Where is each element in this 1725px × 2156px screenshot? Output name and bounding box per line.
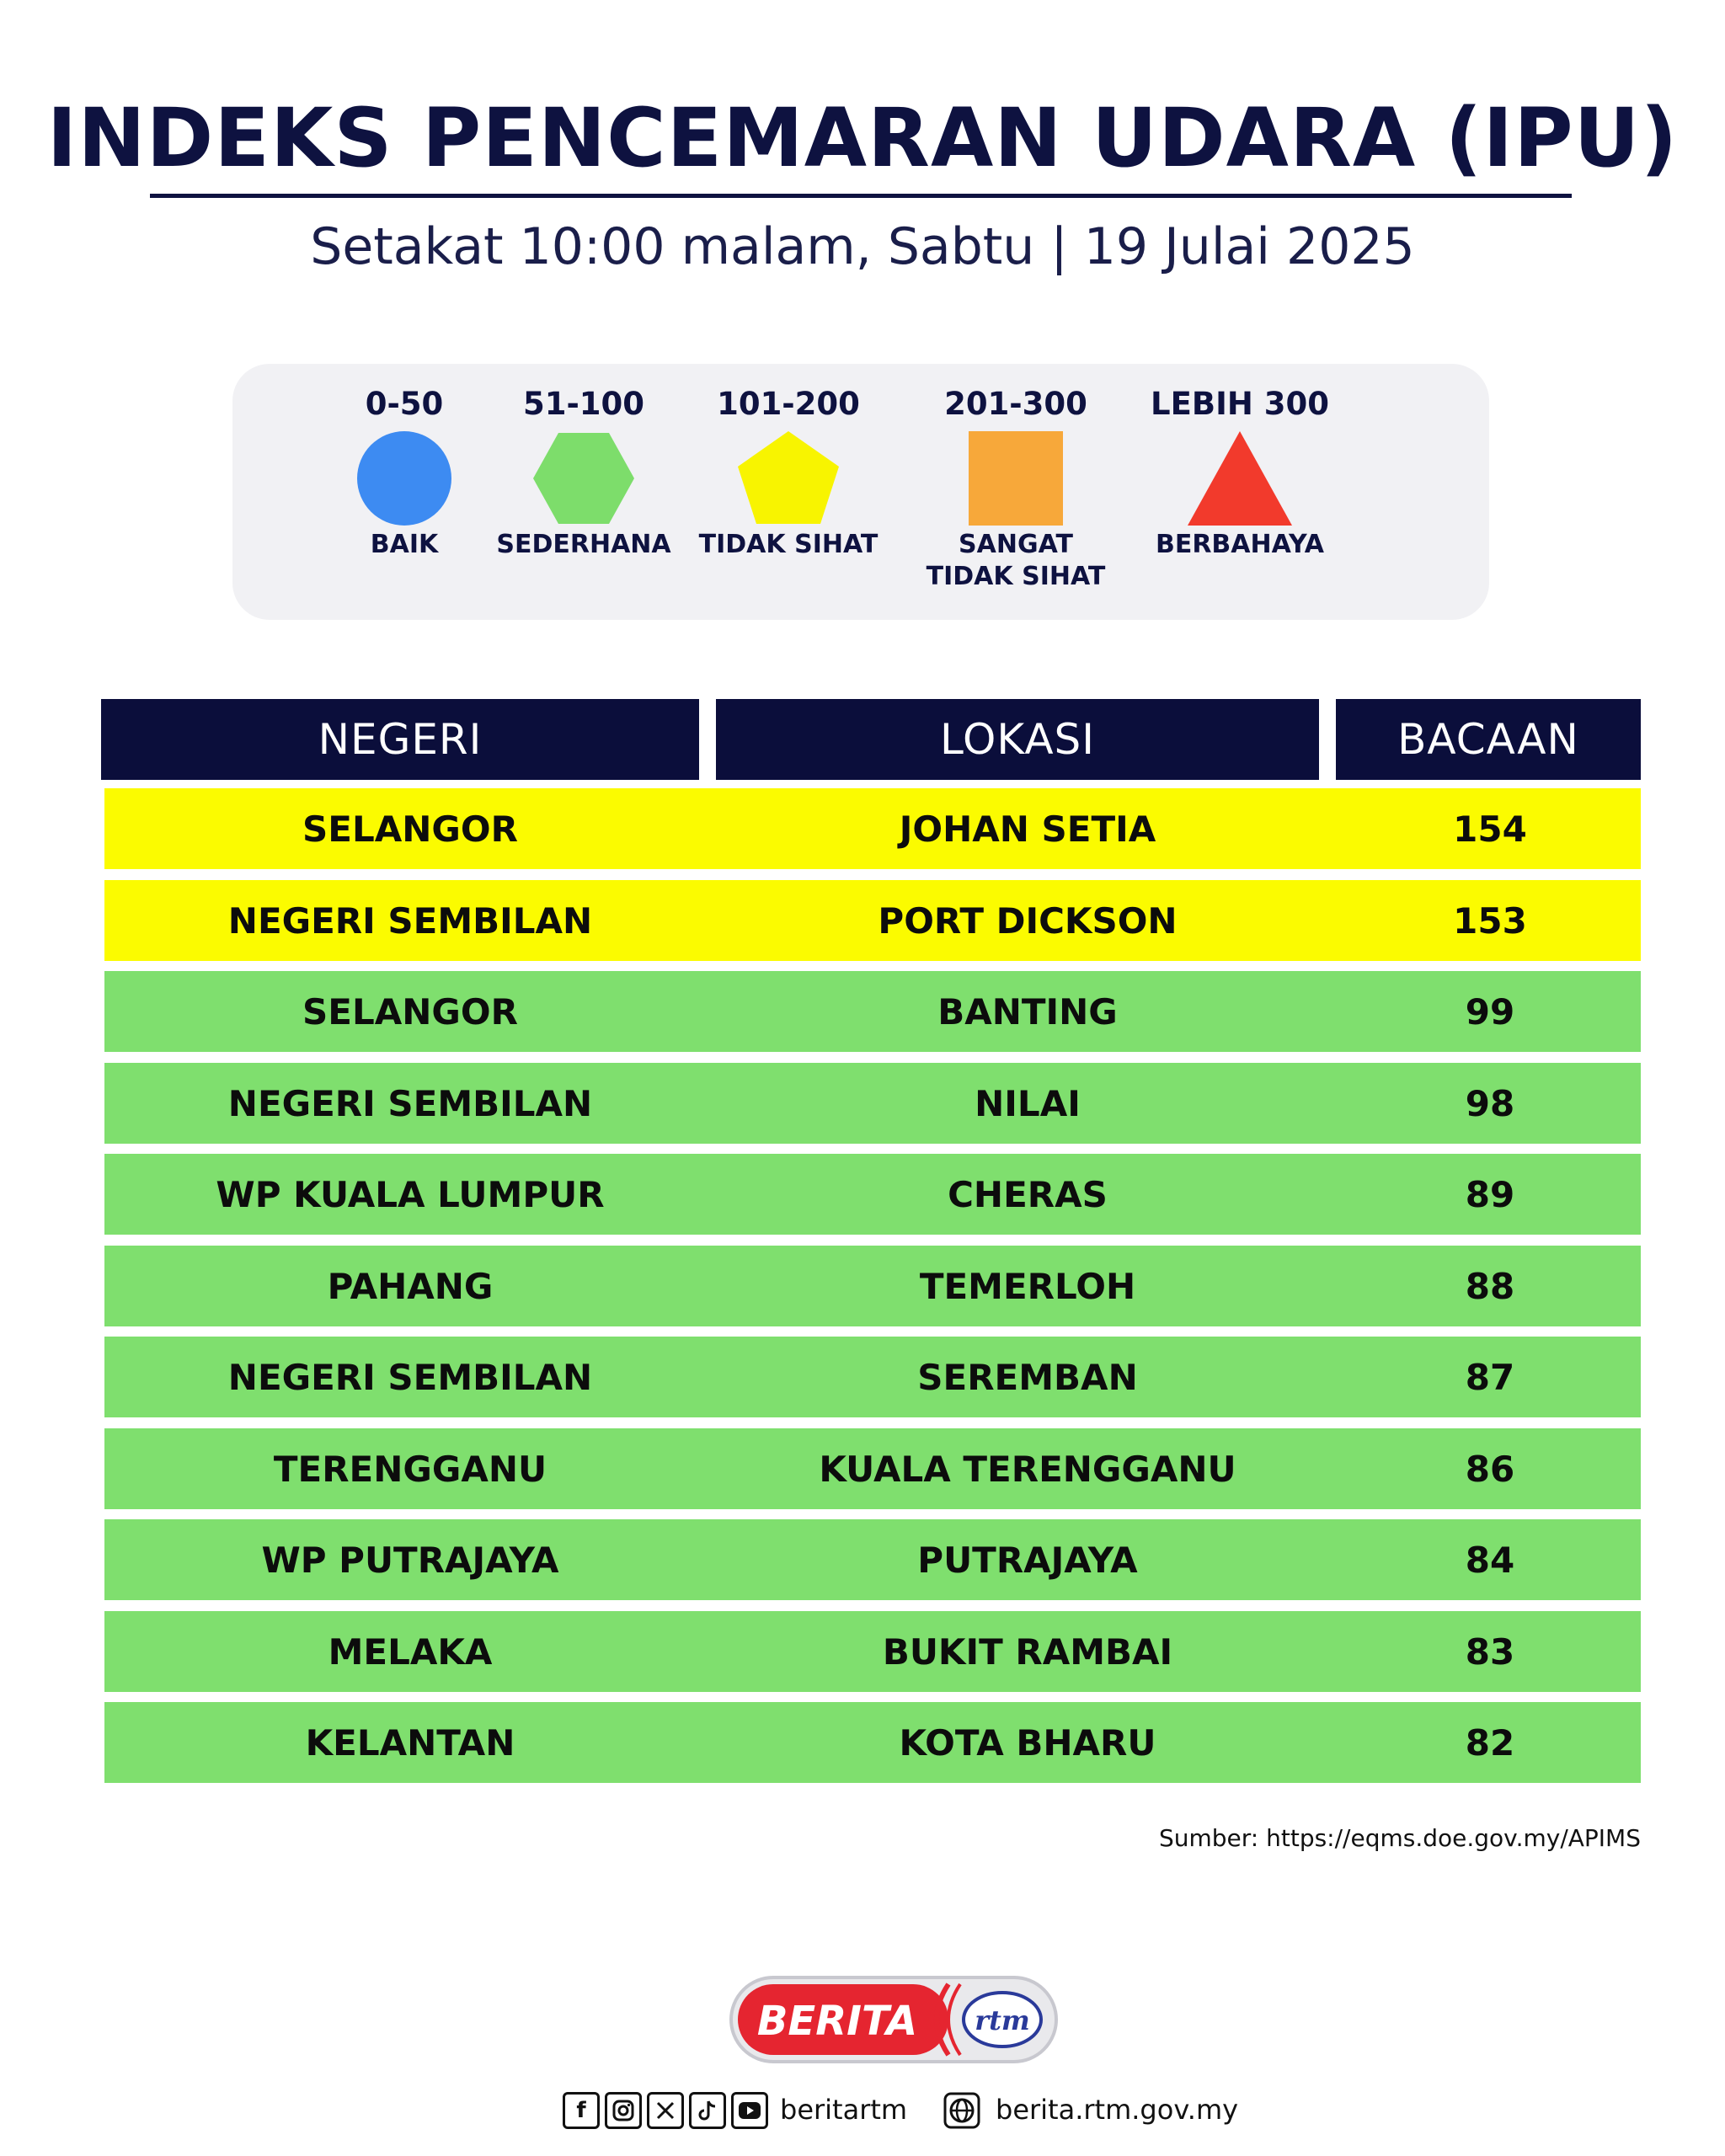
- cell-bacaan: 84: [1465, 1539, 1515, 1581]
- legend-label: BERBAHAYA: [1155, 530, 1325, 559]
- cell-lokasi: BANTING: [937, 990, 1118, 1033]
- table-row: NEGERI SEMBILAN PORT DICKSON 153: [104, 880, 1641, 961]
- cell-lokasi: BUKIT RAMBAI: [882, 1630, 1173, 1673]
- circle-icon: [357, 431, 451, 526]
- source-note: Sumber: https://eqms.doe.gov.my/APIMS: [1158, 1824, 1641, 1852]
- legend-range: 101-200: [717, 386, 860, 422]
- cell-negeri: WP KUALA LUMPUR: [216, 1173, 605, 1215]
- cell-negeri: WP PUTRAJAYA: [261, 1539, 559, 1581]
- cell-lokasi: CHERAS: [948, 1173, 1108, 1215]
- cell-bacaan: 154: [1453, 808, 1527, 850]
- cell-negeri: NEGERI SEMBILAN: [227, 899, 593, 942]
- cell-bacaan: 82: [1465, 1721, 1515, 1764]
- hexagon-icon: [533, 433, 634, 524]
- cell-negeri: TERENGGANU: [273, 1448, 547, 1490]
- facebook-icon[interactable]: f: [563, 2092, 600, 2129]
- cell-lokasi: KOTA BHARU: [899, 1721, 1156, 1764]
- cell-negeri: NEGERI SEMBILAN: [227, 1356, 593, 1398]
- table-row: NEGERI SEMBILAN SEREMBAN 87: [104, 1337, 1641, 1417]
- page-title: INDEKS PENCEMARAN UDARA (IPU): [46, 91, 1679, 185]
- header-bacaan: BACAAN: [1336, 699, 1641, 780]
- square-icon: [969, 431, 1063, 526]
- legend-range: 0-50: [365, 386, 444, 422]
- social-handle[interactable]: beritartm: [780, 2094, 908, 2126]
- table-row: NEGERI SEMBILAN NILAI 98: [104, 1063, 1641, 1144]
- logo-mark: rtm: [975, 2004, 1030, 2036]
- legend-range: LEBIH 300: [1151, 386, 1329, 422]
- x-icon[interactable]: [647, 2092, 684, 2129]
- cell-negeri: MELAKA: [328, 1630, 493, 1673]
- youtube-icon[interactable]: [731, 2092, 768, 2129]
- table-row: MELAKA BUKIT RAMBAI 83: [104, 1611, 1641, 1692]
- cell-negeri: PAHANG: [327, 1265, 494, 1307]
- cell-lokasi: PORT DICKSON: [878, 899, 1178, 942]
- legend-item-sangat-tidak-sihat: 201-300 SANGAT TIDAK SIHAT: [906, 364, 1125, 620]
- cell-lokasi: SEREMBAN: [917, 1356, 1138, 1398]
- cell-bacaan: 87: [1465, 1356, 1515, 1398]
- cell-bacaan: 98: [1465, 1082, 1515, 1124]
- legend-item-sederhana: 51-100 SEDERHANA: [474, 364, 693, 620]
- cell-negeri: SELANGOR: [302, 990, 518, 1033]
- legend-label: TIDAK SIHAT: [698, 530, 879, 559]
- cell-lokasi: TEMERLOH: [919, 1265, 1136, 1307]
- globe-icon: [943, 2092, 980, 2129]
- legend-item-berbahaya: LEBIH 300 BERBAHAYA: [1130, 364, 1349, 620]
- cell-bacaan: 86: [1465, 1448, 1515, 1490]
- legend-label: SANGAT TIDAK SIHAT: [926, 530, 1106, 591]
- table-row: SELANGOR JOHAN SETIA 154: [104, 788, 1641, 869]
- legend-item-baik: 0-50 BAIK: [295, 364, 514, 620]
- title-divider: [150, 194, 1572, 198]
- footer: f beritartm berita.rtm.gov.my: [0, 2092, 1725, 2143]
- legend-label: SEDERHANA: [496, 530, 671, 559]
- table-row: TERENGGANU KUALA TERENGGANU 86: [104, 1428, 1641, 1509]
- cell-lokasi: KUALA TERENGGANU: [819, 1448, 1236, 1490]
- triangle-icon: [1188, 431, 1292, 526]
- table-row: SELANGOR BANTING 99: [104, 971, 1641, 1052]
- header-negeri: NEGERI: [101, 699, 699, 780]
- legend-panel: 0-50 BAIK 51-100 SEDERHANA 101-200 TIDAK…: [232, 364, 1489, 620]
- table-row: WP KUALA LUMPUR CHERAS 89: [104, 1154, 1641, 1235]
- cell-negeri: SELANGOR: [302, 808, 518, 850]
- cell-lokasi: PUTRAJAYA: [917, 1539, 1138, 1581]
- header-lokasi: LOKASI: [716, 699, 1319, 780]
- cell-negeri: NEGERI SEMBILAN: [227, 1082, 593, 1124]
- legend-item-tidak-sihat: 101-200 TIDAK SIHAT: [679, 364, 898, 620]
- berita-rtm-logo: BERITA rtm: [729, 1976, 1058, 2063]
- table-row: WP PUTRAJAYA PUTRAJAYA 84: [104, 1519, 1641, 1600]
- table-row: PAHANG TEMERLOH 88: [104, 1246, 1641, 1326]
- cell-negeri: KELANTAN: [305, 1721, 515, 1764]
- legend-label: BAIK: [370, 530, 439, 559]
- table-row: KELANTAN KOTA BHARU 82: [104, 1702, 1641, 1783]
- website-link[interactable]: berita.rtm.gov.my: [996, 2094, 1239, 2126]
- tiktok-icon[interactable]: [689, 2092, 726, 2129]
- instagram-icon[interactable]: [605, 2092, 642, 2129]
- legend-range: 201-300: [944, 386, 1087, 422]
- cell-bacaan: 89: [1465, 1173, 1515, 1215]
- cell-bacaan: 153: [1453, 899, 1527, 942]
- legend-range: 51-100: [522, 386, 645, 422]
- logo-text: BERITA: [757, 1998, 917, 2045]
- cell-bacaan: 88: [1465, 1265, 1515, 1307]
- cell-bacaan: 99: [1465, 990, 1515, 1033]
- cell-lokasi: JOHAN SETIA: [899, 808, 1156, 850]
- cell-lokasi: NILAI: [975, 1082, 1081, 1124]
- page-subtitle: Setakat 10:00 malam, Sabtu | 19 Julai 20…: [310, 217, 1415, 276]
- cell-bacaan: 83: [1465, 1630, 1515, 1673]
- pentagon-icon: [738, 431, 839, 524]
